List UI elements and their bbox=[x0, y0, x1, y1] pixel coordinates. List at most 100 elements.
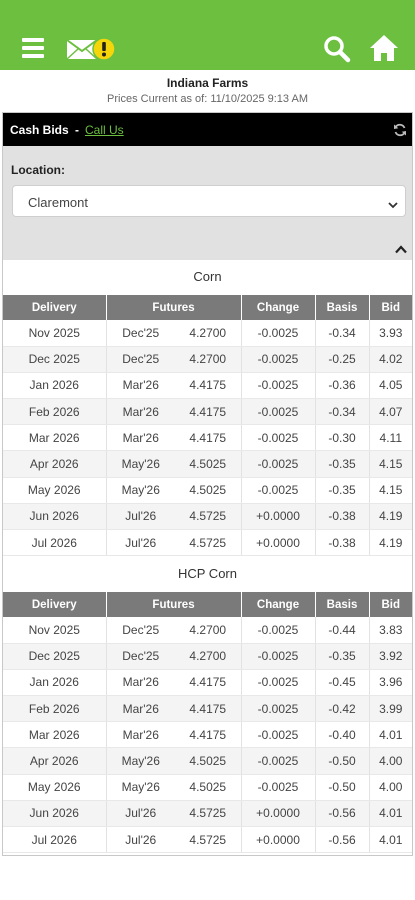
table-row: Apr 2026 May'26 4.5025 -0.0025 -0.35 4.15 bbox=[3, 450, 413, 478]
futures-price-cell: 4.4175 bbox=[175, 695, 242, 723]
col-header-delivery: Delivery bbox=[3, 592, 107, 617]
basis-cell: -0.35 bbox=[315, 477, 370, 504]
change-cell: -0.0025 bbox=[241, 346, 316, 373]
futures-price-cell: 4.2700 bbox=[175, 643, 242, 670]
table-row: Nov 2025 Dec'25 4.2700 -0.0025 -0.34 3.93 bbox=[3, 320, 413, 347]
futures-month-cell: Mar'26 bbox=[106, 372, 175, 400]
chevron-up-icon[interactable] bbox=[395, 241, 407, 254]
delivery-cell: Dec 2025 bbox=[3, 346, 107, 373]
change-cell: -0.0025 bbox=[241, 747, 316, 775]
basis-cell: -0.38 bbox=[315, 503, 370, 531]
futures-month-cell: May'26 bbox=[106, 747, 175, 775]
delivery-cell: May 2026 bbox=[3, 774, 107, 801]
futures-month-cell: Jul'26 bbox=[106, 826, 175, 854]
mail-alert-icon[interactable] bbox=[66, 36, 116, 62]
location-filter: Location: Claremont bbox=[3, 146, 412, 260]
change-cell: +0.0000 bbox=[241, 800, 316, 828]
col-header-change: Change bbox=[241, 592, 316, 617]
basis-cell: -0.42 bbox=[315, 695, 370, 723]
delivery-cell: Nov 2025 bbox=[3, 617, 107, 644]
bid-cell: 4.15 bbox=[369, 477, 413, 504]
basis-cell: -0.36 bbox=[315, 372, 370, 400]
table-row: Jun 2026 Jul'26 4.5725 +0.0000 -0.56 4.01 bbox=[3, 800, 413, 828]
refresh-icon[interactable] bbox=[393, 123, 407, 137]
delivery-cell: Nov 2025 bbox=[3, 320, 107, 347]
table-row: Dec 2025 Dec'25 4.2700 -0.0025 -0.25 4.02 bbox=[3, 346, 413, 373]
futures-month-cell: Mar'26 bbox=[106, 398, 175, 426]
futures-month-cell: Mar'26 bbox=[106, 695, 175, 723]
cash-bids-title: Cash Bids bbox=[10, 123, 69, 137]
basis-cell: -0.50 bbox=[315, 774, 370, 801]
futures-month-cell: Dec'25 bbox=[106, 643, 175, 670]
bid-cell: 4.19 bbox=[369, 529, 413, 557]
basis-cell: -0.40 bbox=[315, 721, 370, 749]
basis-cell: -0.35 bbox=[315, 643, 370, 670]
col-header-bid: Bid bbox=[369, 295, 413, 320]
bid-cell: 4.02 bbox=[369, 346, 413, 373]
delivery-cell: Jun 2026 bbox=[3, 503, 107, 531]
change-cell: -0.0025 bbox=[241, 774, 316, 801]
change-cell: +0.0000 bbox=[241, 826, 316, 854]
delivery-cell: Jul 2026 bbox=[3, 529, 107, 557]
col-header-delivery: Delivery bbox=[3, 295, 107, 320]
cash-bids-panel: Cash Bids - Call Us Location: Claremont … bbox=[2, 112, 413, 856]
change-cell: -0.0025 bbox=[241, 643, 316, 670]
futures-price-cell: 4.5025 bbox=[175, 477, 242, 504]
futures-price-cell: 4.4175 bbox=[175, 398, 242, 426]
bid-cell: 4.11 bbox=[369, 424, 413, 452]
col-header-basis: Basis bbox=[315, 592, 370, 617]
basis-cell: -0.56 bbox=[315, 800, 370, 828]
change-cell: -0.0025 bbox=[241, 320, 316, 347]
futures-price-cell: 4.5025 bbox=[175, 774, 242, 801]
table-title-hcp-corn: HCP Corn bbox=[177, 566, 237, 581]
bid-cell: 4.01 bbox=[369, 800, 413, 828]
change-cell: -0.0025 bbox=[241, 477, 316, 504]
futures-price-cell: 4.4175 bbox=[175, 669, 242, 697]
delivery-cell: Dec 2025 bbox=[3, 643, 107, 670]
basis-cell: -0.25 bbox=[315, 346, 370, 373]
delivery-cell: Mar 2026 bbox=[3, 721, 107, 749]
basis-cell: -0.30 bbox=[315, 424, 370, 452]
location-label: Location: bbox=[11, 163, 65, 177]
bid-cell: 4.15 bbox=[369, 450, 413, 478]
delivery-cell: Jan 2026 bbox=[3, 372, 107, 400]
delivery-cell: Jan 2026 bbox=[3, 669, 107, 697]
change-cell: -0.0025 bbox=[241, 372, 316, 400]
basis-cell: -0.34 bbox=[315, 320, 370, 347]
futures-price-cell: 4.4175 bbox=[175, 721, 242, 749]
change-cell: -0.0025 bbox=[241, 398, 316, 426]
home-icon[interactable] bbox=[369, 34, 399, 62]
call-us-link[interactable]: Call Us bbox=[85, 123, 124, 137]
futures-month-cell: May'26 bbox=[106, 477, 175, 504]
basis-cell: -0.45 bbox=[315, 669, 370, 697]
futures-month-cell: Jul'26 bbox=[106, 800, 175, 828]
futures-price-cell: 4.2700 bbox=[175, 617, 242, 644]
futures-price-cell: 4.5725 bbox=[175, 800, 242, 828]
search-icon[interactable] bbox=[323, 35, 351, 63]
basis-cell: -0.56 bbox=[315, 826, 370, 854]
bid-cell: 4.00 bbox=[369, 747, 413, 775]
chevron-down-icon bbox=[388, 197, 398, 209]
futures-month-cell: May'26 bbox=[106, 774, 175, 801]
location-select[interactable]: Claremont bbox=[12, 185, 406, 217]
delivery-cell: Feb 2026 bbox=[3, 398, 107, 426]
table-row: May 2026 May'26 4.5025 -0.0025 -0.50 4.00 bbox=[3, 774, 413, 801]
futures-price-cell: 4.4175 bbox=[175, 372, 242, 400]
col-header-futures: Futures bbox=[106, 295, 242, 320]
basis-cell: -0.34 bbox=[315, 398, 370, 426]
bid-cell: 3.83 bbox=[369, 617, 413, 644]
menu-icon[interactable] bbox=[22, 38, 44, 58]
change-cell: -0.0025 bbox=[241, 669, 316, 697]
col-header-futures: Futures bbox=[106, 592, 242, 617]
basis-cell: -0.38 bbox=[315, 529, 370, 557]
futures-price-cell: 4.5725 bbox=[175, 529, 242, 557]
bid-cell: 4.07 bbox=[369, 398, 413, 426]
bids-table-hcp-corn: Delivery Futures Change Basis Bid Nov 20… bbox=[3, 592, 413, 854]
table-row: Feb 2026 Mar'26 4.4175 -0.0025 -0.42 3.99 bbox=[3, 695, 413, 723]
change-cell: -0.0025 bbox=[241, 721, 316, 749]
table-row: Jul 2026 Jul'26 4.5725 +0.0000 -0.38 4.19 bbox=[3, 529, 413, 557]
delivery-cell: Jul 2026 bbox=[3, 826, 107, 854]
table-row: Mar 2026 Mar'26 4.4175 -0.0025 -0.30 4.11 bbox=[3, 424, 413, 452]
futures-month-cell: Dec'25 bbox=[106, 617, 175, 644]
table-row: Apr 2026 May'26 4.5025 -0.0025 -0.50 4.00 bbox=[3, 747, 413, 775]
